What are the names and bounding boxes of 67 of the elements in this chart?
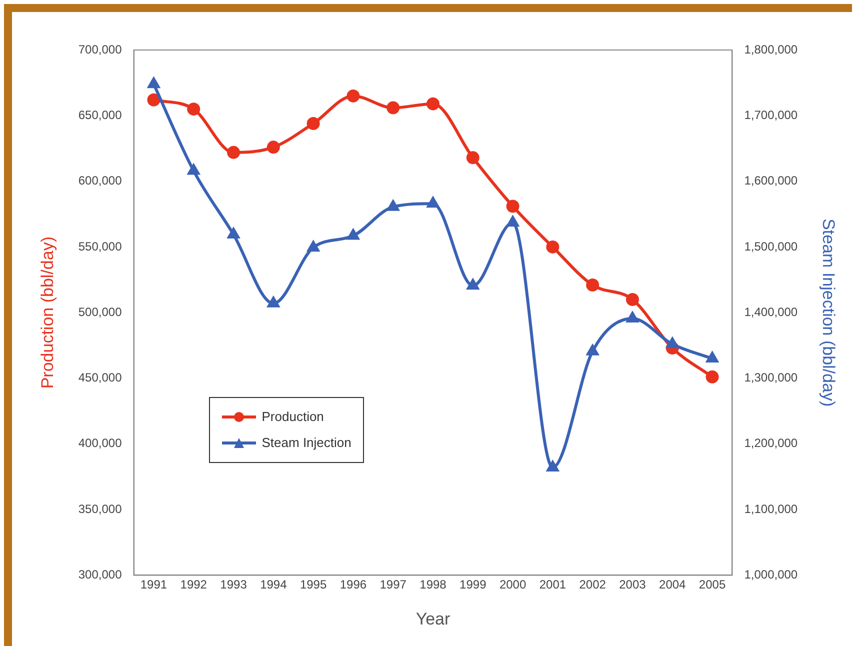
y-tick-label: 650,000 (78, 108, 122, 122)
y2-tick-label: 1,100,000 (744, 502, 798, 516)
legend-label: Production (262, 409, 324, 424)
point (586, 344, 598, 356)
point (706, 352, 718, 363)
point (187, 102, 200, 116)
point (387, 200, 399, 211)
point (706, 370, 719, 384)
point (227, 146, 240, 159)
point (228, 228, 240, 238)
y-tick-label: 300,000 (78, 568, 122, 582)
x-tick-label: 2001 (539, 578, 566, 592)
x-tick-label: 2000 (499, 578, 526, 592)
y2-tick-label: 1,400,000 (744, 304, 798, 319)
y-tick-label: 500,000 (78, 304, 122, 319)
y2-tick-label: 1,700,000 (744, 108, 798, 122)
y2-tick-label: 1,600,000 (744, 174, 798, 188)
x-axis-title: Year (416, 609, 451, 628)
point (306, 117, 320, 130)
point (347, 229, 360, 240)
x-tick-label: 2002 (579, 578, 606, 592)
y2-tick-label: 1,200,000 (744, 436, 798, 450)
y-tick-label: 550,000 (78, 239, 122, 254)
point (266, 140, 280, 154)
y2-tick-label: 1,800,000 (744, 42, 798, 56)
x-tick-label: 1996 (340, 578, 367, 592)
y-tick-label: 600,000 (78, 174, 122, 188)
y-tick-label: 400,000 (78, 436, 122, 450)
point (626, 292, 639, 306)
y-tick-label: 450,000 (78, 370, 122, 385)
legend-label: Steam Injection (262, 435, 352, 450)
y2-tick-label: 1,000,000 (744, 568, 798, 582)
y-tick-label: 350,000 (78, 502, 122, 516)
y2-tick-label: 1,300,000 (744, 370, 798, 385)
point (307, 241, 320, 252)
point (147, 93, 160, 106)
x-tick-label: 2004 (659, 578, 686, 592)
point (506, 200, 520, 213)
x-tick-label: 1992 (180, 578, 208, 592)
x-tick-label: 1998 (420, 578, 447, 592)
point (148, 78, 160, 88)
y2-axis-title: Steam Injection (bbl/day) (819, 218, 838, 407)
y-axis-title: Production (bbl/day) (38, 236, 57, 389)
point (188, 164, 200, 175)
point (268, 296, 280, 308)
x-tick-label: 1995 (300, 578, 327, 592)
y-tick-label: 700,000 (78, 42, 122, 56)
point (427, 197, 439, 208)
point (346, 89, 360, 102)
x-tick-label: 1991 (140, 578, 168, 592)
point (546, 461, 559, 472)
point (426, 97, 440, 110)
y2-tick-label: 1,500,000 (744, 239, 798, 254)
point (626, 312, 638, 323)
x-tick-label: 1997 (380, 578, 407, 592)
x-tick-label: 1994 (260, 578, 288, 592)
point (546, 240, 560, 254)
x-tick-label: 1999 (460, 578, 487, 592)
point (586, 278, 600, 292)
point (386, 101, 400, 114)
x-tick-label: 1993 (220, 578, 248, 592)
point (666, 338, 678, 348)
point (466, 151, 480, 164)
x-tick-label: 2005 (698, 578, 726, 592)
point (506, 216, 519, 227)
point (467, 279, 479, 290)
x-tick-label: 2003 (619, 578, 646, 592)
